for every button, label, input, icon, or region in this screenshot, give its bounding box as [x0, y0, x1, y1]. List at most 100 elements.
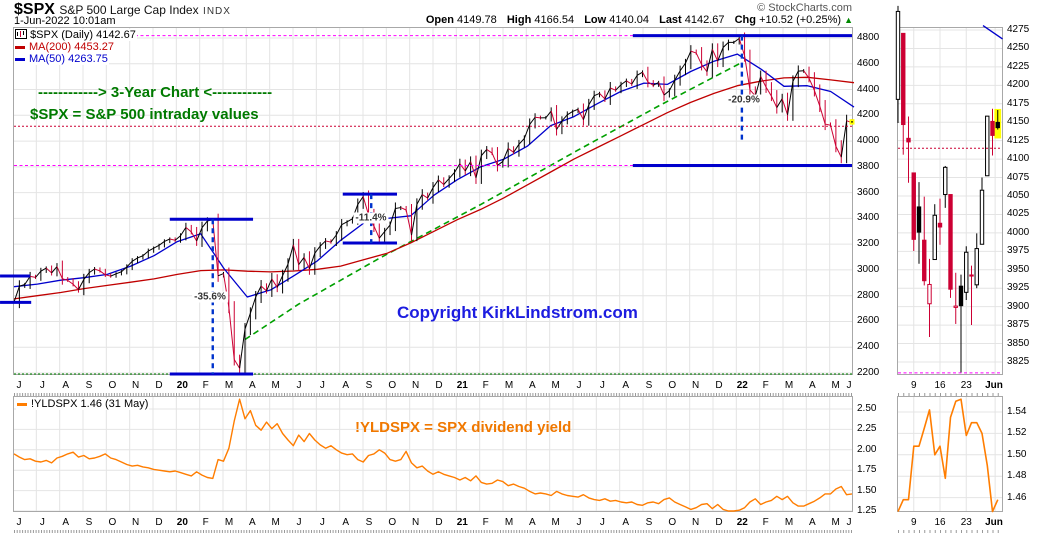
month-label: M — [551, 380, 560, 391]
yield-dash-icon — [17, 402, 27, 406]
zoom-price-tick-label: 3825 — [1007, 356, 1030, 367]
month-label: D — [155, 380, 163, 391]
month-label: O — [668, 380, 677, 391]
ma50-label: MA(50) 4263.75 — [29, 53, 108, 65]
zoom-date-label: Jun — [985, 517, 1003, 528]
zoom-price-tick-label: 4150 — [1007, 116, 1030, 128]
month-label: A — [808, 517, 816, 528]
month-label: M — [224, 380, 234, 391]
month-label: J — [846, 380, 852, 391]
month-label: J — [576, 380, 582, 391]
zoom-date-label: 16 — [934, 380, 946, 391]
month-label: A — [622, 517, 629, 528]
index-name-label: S&P 500 Large Cap Index — [59, 3, 199, 17]
month-label: 22 — [736, 380, 748, 391]
main-legend-row1: $SPX (Daily) 4142.67 — [14, 29, 137, 41]
month-label: D — [435, 517, 443, 528]
open-value: 4149.78 — [457, 14, 497, 26]
main-price-tick-label: 2400 — [857, 341, 880, 353]
low-label: Low — [584, 14, 607, 26]
yield-tick-label: 2.50 — [857, 403, 877, 414]
month-label: M — [784, 517, 794, 528]
month-label: J — [16, 380, 22, 391]
month-label: 20 — [176, 517, 188, 528]
zoom-date-label: 16 — [934, 517, 946, 528]
zoom-price-tick-label: 4200 — [1007, 79, 1030, 91]
month-label: M — [504, 517, 514, 528]
month-label: F — [482, 380, 489, 391]
month-label: J — [319, 380, 325, 391]
zoom-date-label: 9 — [910, 380, 917, 391]
zoom-price-tick-label: 4275 — [1007, 24, 1030, 35]
chart-style-icon — [15, 29, 27, 39]
main-price-tick-label: 4800 — [857, 32, 880, 43]
zoom-price-tick-label: 4250 — [1007, 42, 1030, 54]
month-label: N — [132, 380, 140, 391]
zoom-price-tick-label: 3850 — [1007, 337, 1030, 349]
month-label: A — [528, 517, 536, 528]
month-label: J — [599, 380, 605, 391]
high-value: 4166.54 — [534, 14, 575, 26]
last-value: 4142.67 — [684, 14, 725, 26]
zoom-date-label: 9 — [910, 517, 917, 528]
month-label: J — [576, 517, 582, 528]
dividend-yield-zoom-chart — [897, 396, 1003, 513]
main-price-tick-label: 4200 — [857, 109, 880, 121]
month-label: N — [412, 380, 420, 391]
month-label: A — [342, 517, 349, 528]
month-label: O — [388, 517, 397, 528]
zoom-date-label: 23 — [960, 517, 972, 528]
kirklindstrom-watermark: Copyright KirkLindstrom.com — [397, 303, 638, 322]
main-price-tick-label: 3800 — [857, 160, 880, 172]
month-label: A — [62, 380, 69, 391]
month-label: S — [365, 517, 373, 528]
month-label: M — [831, 517, 840, 528]
month-label: A — [342, 380, 349, 391]
month-label: A — [808, 380, 816, 391]
pct-drop-2020-label: -35.6% — [192, 291, 228, 303]
month-label: A — [62, 517, 69, 528]
month-label: J — [39, 517, 45, 528]
month-label: 22 — [736, 517, 748, 528]
chg-value: +10.52 (+0.25%) — [759, 14, 842, 26]
month-label: M — [271, 380, 280, 391]
month-label: J — [846, 517, 852, 528]
main-price-tick-label: 4000 — [857, 135, 880, 147]
main-price-tick-label: 2600 — [857, 315, 880, 327]
month-label: O — [108, 380, 117, 391]
main-price-chart — [0, 27, 855, 376]
zoom-price-tick-label: 4050 — [1007, 190, 1030, 201]
month-label: F — [762, 380, 769, 391]
month-label: J — [319, 517, 325, 528]
month-label: J — [16, 517, 22, 528]
dividend-yield-chart — [13, 396, 853, 512]
yield-tick-label: 1.25 — [857, 505, 877, 516]
pct-pullback-2020-label: -11.4% — [353, 212, 389, 224]
quote-strip: Open 4149.78 High 4166.54 Low 4140.04 La… — [340, 14, 853, 26]
yield-tick-label: 2.25 — [857, 423, 877, 435]
month-label: M — [224, 517, 234, 528]
zoom-date-label: 23 — [960, 380, 972, 391]
stockcharts-copyright: © StockCharts.com — [757, 2, 852, 14]
ma50-dash-icon — [15, 57, 25, 61]
zoom-price-tick-label: 3900 — [1007, 300, 1030, 312]
yield-zoom-tick-label: 1.54 — [1007, 406, 1027, 417]
month-label: J — [296, 380, 302, 391]
month-label: J — [296, 517, 302, 528]
month-label: S — [85, 517, 93, 528]
axis-tick-strips — [14, 393, 1002, 533]
exchange-label: INDX — [203, 6, 231, 17]
banner-3-year-chart: ------------> 3-Year Chart <------------ — [38, 84, 273, 101]
main-price-tick-label: 4600 — [857, 57, 880, 69]
month-label: F — [202, 380, 209, 391]
month-label: 21 — [456, 517, 468, 528]
month-label: 20 — [176, 380, 188, 391]
zoom-price-tick-label: 4075 — [1007, 171, 1030, 183]
page-title: $SPX S&P 500 Large Cap Index INDX — [14, 1, 231, 19]
main-price-tick-label: 4400 — [857, 83, 880, 95]
main-price-tick-label: 2200 — [857, 366, 880, 378]
month-label: F — [762, 517, 769, 528]
yield-zoom-tick-label: 1.48 — [1007, 470, 1027, 482]
month-label: N — [412, 517, 420, 528]
